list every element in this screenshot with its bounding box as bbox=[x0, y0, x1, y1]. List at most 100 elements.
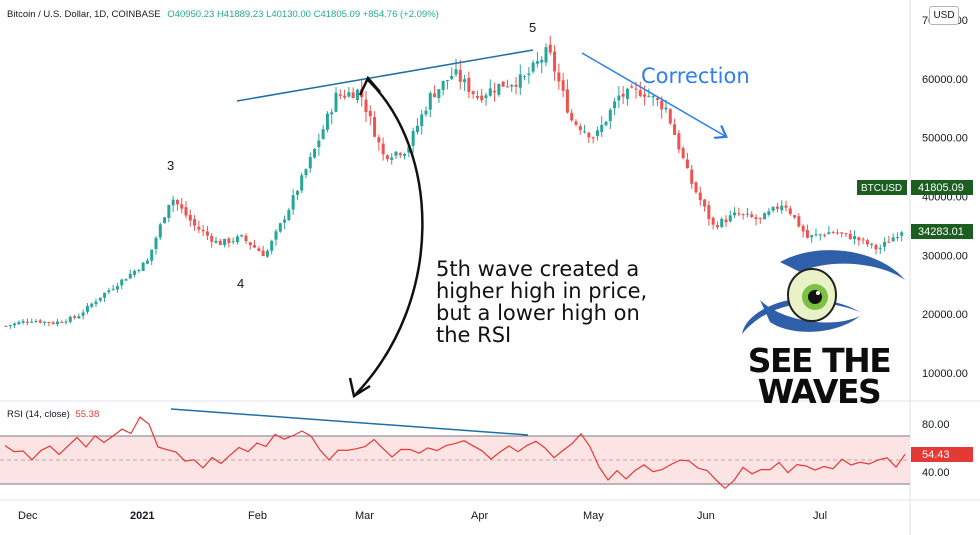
candle-body bbox=[381, 143, 385, 155]
candle-body bbox=[171, 199, 175, 206]
candle-body bbox=[364, 99, 368, 113]
candle-body bbox=[724, 219, 728, 223]
candle-body bbox=[265, 250, 269, 257]
divergence-arrow-head-bottom bbox=[348, 377, 371, 398]
candle-body bbox=[664, 107, 668, 110]
candle-body bbox=[527, 73, 531, 76]
candle-body bbox=[167, 204, 171, 219]
candle-body bbox=[317, 140, 321, 148]
candle-body bbox=[163, 217, 167, 224]
price-tick-label: 20000.00 bbox=[922, 309, 968, 321]
candle-body bbox=[38, 320, 42, 323]
candle-body bbox=[25, 321, 29, 323]
candle-body bbox=[420, 114, 424, 127]
candle-body bbox=[775, 206, 779, 209]
candle-body bbox=[651, 95, 655, 98]
candle-body bbox=[613, 101, 617, 109]
candle-body bbox=[518, 74, 522, 88]
candle-body bbox=[570, 112, 574, 121]
candle-body bbox=[43, 321, 47, 323]
candle-body bbox=[694, 182, 698, 193]
candle-body bbox=[814, 234, 818, 236]
candle-body bbox=[270, 240, 274, 251]
rsi-trendline bbox=[170, 408, 529, 436]
candle-body bbox=[73, 316, 77, 318]
candle-body bbox=[895, 237, 899, 239]
time-tick-label: Mar bbox=[355, 510, 374, 522]
candle-body bbox=[535, 61, 539, 64]
candle-body bbox=[128, 273, 132, 279]
candle-body bbox=[248, 242, 252, 246]
candle-body bbox=[771, 206, 775, 211]
candle-body bbox=[201, 229, 205, 232]
candle-body bbox=[484, 95, 488, 99]
last-price-tag-bg bbox=[911, 180, 973, 195]
wave-label-4: 4 bbox=[237, 276, 244, 291]
high-value: H41889.23 bbox=[216, 9, 264, 20]
candle-body bbox=[758, 217, 762, 219]
candle-body bbox=[13, 323, 17, 326]
candle-body bbox=[707, 205, 711, 220]
candle-body bbox=[853, 236, 857, 240]
candle-body bbox=[377, 137, 381, 143]
candle-body bbox=[745, 213, 749, 215]
candle-body bbox=[643, 94, 647, 97]
candle-body bbox=[698, 192, 702, 201]
candle-body bbox=[454, 69, 458, 75]
candle-body bbox=[467, 77, 471, 92]
candle-body bbox=[64, 321, 68, 323]
candle-body bbox=[415, 125, 419, 133]
candle-body bbox=[291, 195, 295, 210]
candle-body bbox=[600, 125, 604, 132]
candle-body bbox=[673, 124, 677, 135]
candle-body bbox=[784, 205, 788, 208]
candle-body bbox=[810, 235, 814, 238]
candle-body bbox=[8, 325, 12, 327]
candle-body bbox=[154, 238, 158, 249]
candle-body bbox=[591, 137, 595, 139]
candle-body bbox=[493, 90, 497, 93]
candle-body bbox=[883, 241, 887, 247]
candle-body bbox=[848, 233, 852, 240]
symbol-header: Bitcoin / U.S. Dollar, 1D, COINBASE O409… bbox=[7, 9, 439, 20]
wave-label-3: 3 bbox=[167, 158, 174, 173]
candle-body bbox=[441, 80, 445, 91]
level-tag-bg bbox=[911, 224, 973, 239]
currency-button[interactable]: USD bbox=[929, 6, 959, 25]
candle-body bbox=[385, 155, 389, 159]
candle-body bbox=[574, 121, 578, 125]
candle-body bbox=[124, 279, 128, 281]
logo-text: SEE THE WAVES bbox=[747, 341, 892, 411]
candle-body bbox=[133, 270, 137, 275]
candle-body bbox=[287, 210, 291, 221]
symbol-tag: BTCUSD bbox=[861, 183, 902, 194]
chart-drawings: 3 4 5 bbox=[167, 20, 725, 436]
candle-body bbox=[334, 92, 338, 112]
candle-body bbox=[223, 238, 227, 245]
candle-body bbox=[583, 131, 587, 133]
candle-body bbox=[197, 226, 201, 230]
candle-body bbox=[253, 245, 257, 248]
correction-label: Correction bbox=[641, 64, 750, 88]
rsi-tag-bg bbox=[911, 447, 973, 462]
candle-body bbox=[733, 212, 737, 216]
low-value: L40130.00 bbox=[266, 9, 311, 20]
candle-body bbox=[595, 130, 599, 136]
candle-body bbox=[325, 113, 329, 130]
candle-body bbox=[338, 94, 342, 96]
candle-body bbox=[351, 92, 355, 99]
price-tick-label: 60000.00 bbox=[922, 74, 968, 86]
candle-body bbox=[565, 89, 569, 113]
candle-body bbox=[715, 225, 719, 228]
price-tick-label: 10000.00 bbox=[922, 368, 968, 380]
candle-body bbox=[17, 322, 21, 325]
candle-body bbox=[788, 208, 792, 215]
rsi-tick-label: 80.00 bbox=[922, 419, 950, 431]
candle-body bbox=[51, 322, 55, 324]
candle-body bbox=[445, 80, 449, 82]
candle-body bbox=[355, 89, 359, 101]
candle-body bbox=[150, 249, 154, 261]
candle-body bbox=[184, 207, 188, 216]
candle-body bbox=[231, 241, 235, 243]
